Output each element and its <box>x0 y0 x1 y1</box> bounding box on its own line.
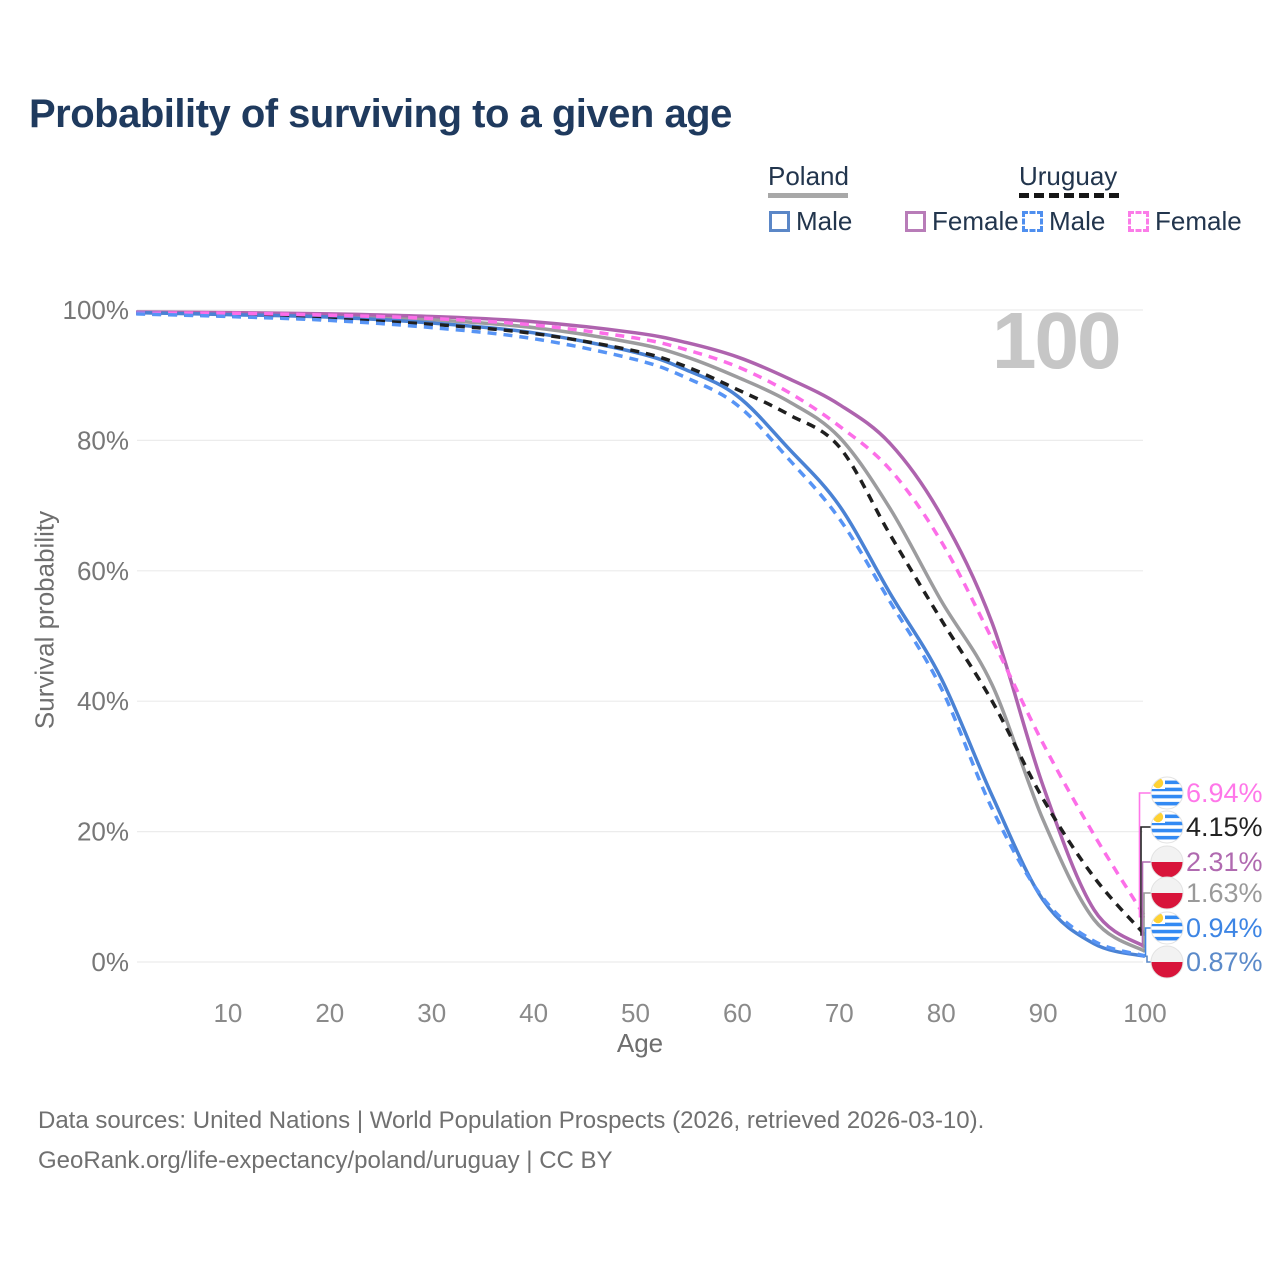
x-tick-label: 80 <box>927 998 956 1028</box>
x-tick-label: 30 <box>417 998 446 1028</box>
y-tick-label: 60% <box>77 556 129 586</box>
y-tick-label: 40% <box>77 686 129 716</box>
y-axis-title: Survival probability <box>29 510 60 730</box>
uruguay-flag-icon <box>1150 810 1184 844</box>
legend-label: Male <box>796 206 853 236</box>
poland-flag-icon <box>1150 945 1184 979</box>
poland-flag-icon <box>1150 876 1184 910</box>
series-line-poland-male <box>136 310 1146 959</box>
end-label-value: 4.15% <box>1186 812 1263 842</box>
end-label-connector <box>1144 927 1151 957</box>
legend-item-poland-male[interactable]: Male <box>769 206 852 237</box>
uruguay-female-swatch-icon <box>1128 211 1149 232</box>
end-label-value: 0.87% <box>1186 947 1263 977</box>
y-tick-label: 20% <box>77 817 129 847</box>
x-axis-title: Age <box>616 1028 664 1058</box>
legend-group-title-poland: Poland <box>768 161 849 191</box>
x-tick-label: 100 <box>1123 998 1166 1028</box>
uruguay-flag-icon <box>1150 911 1184 945</box>
legend-label: Male <box>1049 206 1106 236</box>
data-sources-note: Data sources: United Nations | World Pop… <box>38 1107 985 1134</box>
end-label-connector <box>1145 955 1151 963</box>
x-tick-label: 90 <box>1029 998 1058 1028</box>
end-label-value: 2.31% <box>1186 847 1263 877</box>
attribution-link: GeoRank.org/life-expectancy/poland/urugu… <box>38 1147 613 1174</box>
y-tick-label: 100% <box>63 295 130 325</box>
poland-female-swatch-icon <box>905 211 926 232</box>
legend-item-uruguay-female[interactable]: Female <box>1128 206 1242 237</box>
end-label-value: 1.63% <box>1186 878 1263 908</box>
y-tick-label: 0% <box>91 947 129 977</box>
legend-poland-linestyle <box>768 193 848 198</box>
x-tick-label: 50 <box>621 998 650 1028</box>
x-tick-label: 70 <box>825 998 854 1028</box>
legend-label: Female <box>932 206 1019 236</box>
y-tick-label: 80% <box>77 425 129 455</box>
series-line-uruguay-both-sexes <box>136 311 1147 937</box>
end-label-connector <box>1143 892 1151 953</box>
uruguay-male-swatch-icon <box>1022 211 1043 232</box>
legend-label: Female <box>1155 206 1242 236</box>
legend-uruguay-linestyle <box>1019 193 1119 198</box>
x-tick-label: 40 <box>519 998 548 1028</box>
series-line-uruguay-male <box>136 312 1146 958</box>
x-tick-label: 20 <box>315 998 344 1028</box>
legend-item-poland-female[interactable]: Female <box>905 206 1019 237</box>
end-label-value: 6.94% <box>1186 778 1263 808</box>
poland-male-swatch-icon <box>769 211 790 232</box>
series-line-uruguay-female <box>136 311 1147 918</box>
series-line-poland-female <box>136 310 1147 949</box>
uruguay-flag-icon <box>1150 776 1184 810</box>
page-title: Probability of surviving to a given age <box>29 92 732 136</box>
legend-item-uruguay-male[interactable]: Male <box>1022 206 1105 237</box>
age-watermark: 100 <box>992 296 1121 385</box>
x-tick-label: 10 <box>213 998 242 1028</box>
x-tick-label: 60 <box>723 998 752 1028</box>
end-label-value: 0.94% <box>1186 913 1263 943</box>
poland-flag-icon <box>1150 845 1184 879</box>
legend-group-title-uruguay: Uruguay <box>1019 161 1118 191</box>
